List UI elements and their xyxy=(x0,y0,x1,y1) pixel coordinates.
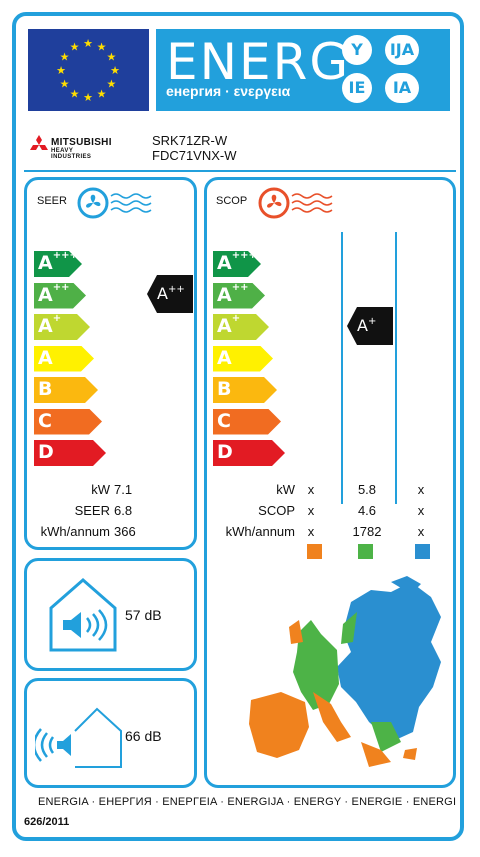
scop-scale-label: A xyxy=(217,346,232,369)
europe-climate-map xyxy=(249,576,441,767)
scop-scale-arrow: C xyxy=(213,408,281,435)
eu-star-icon: ★ xyxy=(106,52,116,64)
scop-scale-arrow: B xyxy=(213,377,277,403)
seer-scale-label: A+++ xyxy=(38,250,78,274)
seer-scale-arrow: A xyxy=(34,345,94,372)
seer-scale-label: B xyxy=(38,378,53,400)
eu-star-icon: ★ xyxy=(56,65,66,77)
seer-scale-arrow: A++ xyxy=(34,281,86,309)
column-divider xyxy=(395,232,397,504)
warmer-zone-swatch xyxy=(307,544,322,559)
mitsubishi-logo-icon xyxy=(30,135,48,150)
scop-row-label: kWh/annum xyxy=(225,524,295,539)
eu-star-icon: ★ xyxy=(83,92,93,104)
outdoor-noise-panel: 66 dB xyxy=(24,678,197,788)
eu-flag: ★ ★ ★ ★ ★ ★ ★ ★ ★ ★ ★ ★ xyxy=(28,29,149,111)
scop-scale-label: D xyxy=(217,441,233,463)
outdoor-noise-value: 66 dB xyxy=(125,728,162,744)
seer-scale-label: A++ xyxy=(38,281,70,306)
eu-star-icon: ★ xyxy=(60,52,70,64)
seer-row-value: 6.8 xyxy=(114,503,133,518)
seer-row-label: kW xyxy=(91,482,110,497)
scop-scale-label: A+ xyxy=(217,313,241,337)
indoor-noise-panel: 57 dB xyxy=(24,558,197,671)
brand-subtitle: HEAVY INDUSTRIES xyxy=(51,148,92,160)
lang-badge: IE xyxy=(342,73,372,103)
heating-fan-icon xyxy=(258,187,333,219)
regulation-number: 626/2011 xyxy=(24,816,70,828)
eu-star-icon: ★ xyxy=(106,79,116,91)
scop-row-value: 5.8 xyxy=(357,482,377,497)
seer-scale-arrow: C xyxy=(34,408,102,435)
scop-scale-arrow: D xyxy=(213,440,285,466)
seer-scale-arrow: B xyxy=(34,377,98,403)
seer-scale-arrow: D xyxy=(34,440,106,466)
seer-scale-label: A+ xyxy=(38,313,62,337)
energy-words: ENERGIA · ЕНЕРГИЯ · ΕΝΕΡΓΕΙΑ · ENERGIJA … xyxy=(38,796,457,808)
seer-rating-badge: A++ xyxy=(147,275,193,313)
seer-scale-arrow: A+++ xyxy=(34,251,82,277)
seer-scale-label: C xyxy=(38,409,52,432)
lang-badge: Y xyxy=(342,35,372,65)
scop-scale-label: B xyxy=(217,378,232,400)
scop-row-value: x xyxy=(417,524,425,539)
scop-scale-label: A+++ xyxy=(217,250,257,274)
seer-scale-arrow: A+ xyxy=(34,314,90,340)
divider xyxy=(24,170,456,172)
seer-row-label: kWh/annum xyxy=(40,524,110,539)
brand-block: MITSUBISHI HEAVY INDUSTRIES xyxy=(28,134,111,161)
scop-row-value: x xyxy=(307,503,315,518)
scop-row-value: x xyxy=(307,524,315,539)
scop-row-value: x xyxy=(417,503,425,518)
eu-star-icon: ★ xyxy=(70,88,80,100)
eu-stars-icon: ★ ★★★★★★★★★★★ xyxy=(56,38,120,104)
label-frame xyxy=(12,12,464,841)
seer-row-value: 7.1 xyxy=(114,482,133,497)
scop-scale-label: C xyxy=(217,409,231,432)
column-divider xyxy=(341,232,343,504)
colder-zone-swatch xyxy=(415,544,430,559)
lang-badge: IA xyxy=(385,73,419,103)
scop-row-label: kW xyxy=(276,482,295,497)
scop-scale-arrow: A+ xyxy=(213,314,269,340)
average-zone-swatch xyxy=(358,544,373,559)
eu-star-icon: ★ xyxy=(70,42,80,54)
seer-rating: A++ xyxy=(157,284,185,303)
seer-title: SEER xyxy=(37,195,67,207)
scop-row-value: 4.6 xyxy=(357,503,377,518)
cooling-fan-icon xyxy=(77,187,152,219)
scop-scale-arrow: A+++ xyxy=(213,251,261,277)
scop-rating-badge: A+ xyxy=(347,307,393,345)
energy-banner: ENERG енергия · ενεργεια Y IJA IE IA xyxy=(156,29,450,111)
indoor-noise-value: 57 dB xyxy=(125,607,162,623)
seer-panel: SEER A+++ A++ A+ A B C D A++ kW 7.1 SEER 6.8 kWh/a… xyxy=(24,177,197,550)
scop-row-value: x xyxy=(417,482,425,497)
model-indoor: SRK71ZR-W xyxy=(152,133,228,148)
seer-scale-label: A xyxy=(38,346,53,369)
eu-star-icon: ★ xyxy=(110,65,120,77)
seer-row-value: 366 xyxy=(114,524,136,539)
scop-panel: SCOP A+++ A++ A+ A B C D A+ kW x 5.8 x SCOP x 4.6 x kW… xyxy=(204,177,456,788)
eu-star-icon: ★ xyxy=(60,79,70,91)
eu-star-icon: ★ xyxy=(97,42,107,54)
scop-row-value: 1782 xyxy=(352,524,382,539)
scop-rating: A+ xyxy=(357,316,377,335)
indoor-speaker-icon xyxy=(49,578,117,652)
scop-scale-arrow: A++ xyxy=(213,281,265,309)
eu-star-icon: ★ xyxy=(83,38,93,50)
scop-row-label: SCOP xyxy=(258,503,295,518)
energ-subtitle: енергия · ενεργεια xyxy=(166,83,291,99)
energ-title: ENERG xyxy=(166,33,351,91)
scop-title: SCOP xyxy=(216,195,248,207)
scop-row-value: x xyxy=(307,482,315,497)
scop-scale-label: A++ xyxy=(217,281,249,306)
lang-badge: IJA xyxy=(385,35,419,65)
seer-row-label: SEER xyxy=(74,503,110,518)
scop-scale-arrow: A xyxy=(213,345,273,372)
model-outdoor: FDC71VNX-W xyxy=(152,148,237,163)
eu-star-icon: ★ xyxy=(97,88,107,100)
seer-scale-label: D xyxy=(38,441,54,463)
outdoor-speaker-icon xyxy=(35,707,122,768)
brand-name: MITSUBISHI xyxy=(51,137,112,148)
